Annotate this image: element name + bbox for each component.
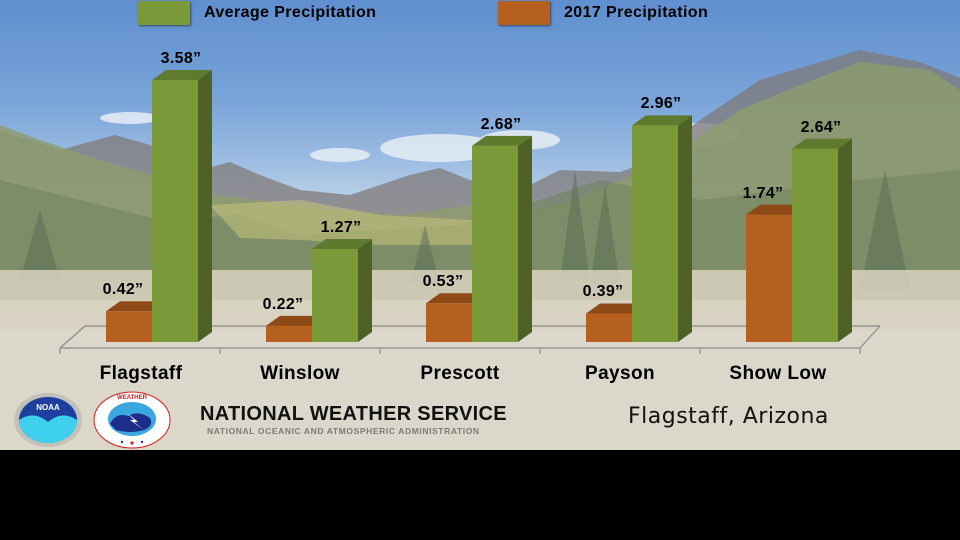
legend-item-average: Average Precipitation <box>138 0 376 25</box>
value-label-payson-2017: 0.39” <box>582 283 624 301</box>
value-label-flagstaff-avg: 3.58” <box>160 49 202 67</box>
legend-swatch-2017 <box>498 0 550 25</box>
svg-text:WEATHER: WEATHER <box>117 395 148 401</box>
org-subtitle: NATIONAL OCEANIC AND ATMOSPHERIC ADMINIS… <box>207 426 480 436</box>
category-label-flagstaff: Flagstaff <box>99 363 183 384</box>
legend-label-average: Average Precipitation <box>204 3 377 21</box>
category-label-showlow: Show Low <box>729 363 827 384</box>
org-title: NATIONAL WEATHER SERVICE <box>200 403 507 425</box>
nws-logo-icon: WEATHER <box>93 391 171 449</box>
location-label: Flagstaff, Arizona <box>628 404 829 429</box>
value-label-showlow-2017: 1.74” <box>742 184 784 202</box>
value-label-payson-avg: 2.96” <box>640 95 682 113</box>
value-label-showlow-avg: 2.64” <box>800 118 842 136</box>
bar-2017-prescott <box>426 293 486 342</box>
category-label-winslow: Winslow <box>260 363 340 384</box>
chart-slide: Average Precipitation 2017 Precipitation… <box>0 0 960 450</box>
bar-average-winslow <box>312 239 372 342</box>
legend-item-2017: 2017 Precipitation <box>498 0 708 25</box>
legend-swatch-average <box>138 0 190 25</box>
value-label-winslow-avg: 1.27” <box>320 219 362 237</box>
bar-average-showlow <box>792 138 852 342</box>
noaa-logo-icon: NOAA <box>14 393 82 447</box>
value-label-winslow-2017: 0.22” <box>262 295 304 313</box>
category-label-payson: Payson <box>585 363 655 384</box>
category-label-prescott: Prescott <box>420 363 500 384</box>
bar-average-flagstaff <box>152 69 212 342</box>
bar-average-prescott <box>472 135 532 342</box>
svg-text:NOAA: NOAA <box>36 403 60 412</box>
value-label-prescott-2017: 0.53” <box>422 273 464 291</box>
value-label-prescott-avg: 2.68” <box>480 115 522 133</box>
bar-plot-area <box>106 69 852 342</box>
bar-average-payson <box>632 115 692 342</box>
value-label-flagstaff-2017: 0.42” <box>102 281 144 299</box>
legend-label-2017: 2017 Precipitation <box>564 3 709 21</box>
